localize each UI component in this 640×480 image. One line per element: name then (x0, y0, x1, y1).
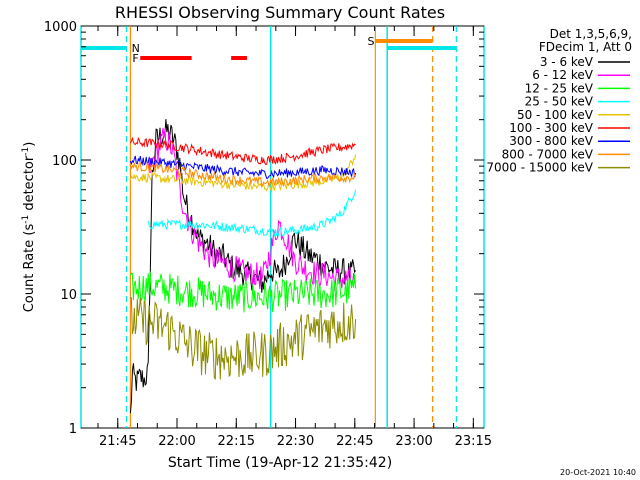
y-axis-label-sup: -1 (21, 215, 31, 224)
annotation-layer: N S F (80, 26, 485, 428)
legend-item-label: 6 - 12 keV (532, 68, 594, 82)
saa-label: S (367, 35, 374, 48)
legend: Det 1,3,5,6,9, FDecim 1, Att 0 3 - 6 keV… (486, 27, 632, 175)
x-tick-label: 23:00 (395, 434, 432, 449)
legend-item-label: 100 - 300 keV (509, 121, 593, 135)
flare-label: F (132, 52, 138, 65)
legend-header-line: FDecim 1, Att 0 (539, 40, 632, 54)
y-axis-label-part: detector (22, 155, 37, 215)
chart-title: RHESSI Observing Summary Count Rates (115, 3, 445, 22)
y-tick-label: 1 (69, 422, 77, 437)
x-tick-label: 21:45 (99, 434, 136, 449)
x-tick-label: 22:45 (336, 434, 373, 449)
x-tick-label: 22:15 (218, 434, 255, 449)
series-line-300-800keV (129, 155, 357, 179)
series-line-7000-15000keV (130, 296, 357, 380)
legend-item-label: 800 - 7000 keV (502, 147, 594, 161)
night-label: N (132, 42, 140, 55)
y-axis-label: Count Rate (s-1 detector-1) (21, 142, 37, 313)
legend-item-label: 7000 - 15000 keV (486, 161, 593, 175)
x-tick-label: 22:30 (277, 434, 314, 449)
y-tick-label: 1000 (44, 20, 77, 35)
plot-frame (80, 25, 485, 429)
series-layer (129, 119, 357, 414)
legend-item-label: 12 - 25 keV (525, 81, 594, 95)
series-line-100-300keV (129, 136, 356, 165)
footer-timestamp: 20-Oct-2021 10:40 (560, 468, 636, 477)
x-axis-label: Start Time (19-Apr-12 21:35:42) (168, 455, 392, 471)
x-tick-label: 23:15 (455, 434, 492, 449)
legend-item-label: 50 - 100 keV (517, 108, 594, 122)
y-tick-label: 10 (60, 288, 77, 303)
series-line-6-12keV (147, 127, 357, 292)
y-axis-label-part: ) (22, 142, 37, 147)
axis-layer: 1 10 100 1000 21:45 22:00 22:15 22:30 22:45 23:00… (44, 20, 492, 449)
legend-item-label: 300 - 800 keV (509, 134, 593, 148)
y-axis-label-sup: -1 (21, 147, 31, 156)
legend-item-label: 25 - 50 keV (525, 95, 594, 109)
series-line-800-7000keV (129, 161, 357, 188)
x-tick-label: 22:00 (158, 434, 195, 449)
y-axis-label-part: Count Rate (s (22, 224, 37, 313)
legend-item-label: 3 - 6 keV (540, 55, 594, 69)
legend-header-line: Det 1,3,5,6,9, (550, 27, 632, 41)
series-line-25-50keV (147, 189, 357, 238)
series-line-12-25keV (129, 271, 357, 313)
y-tick-label: 100 (52, 154, 77, 169)
